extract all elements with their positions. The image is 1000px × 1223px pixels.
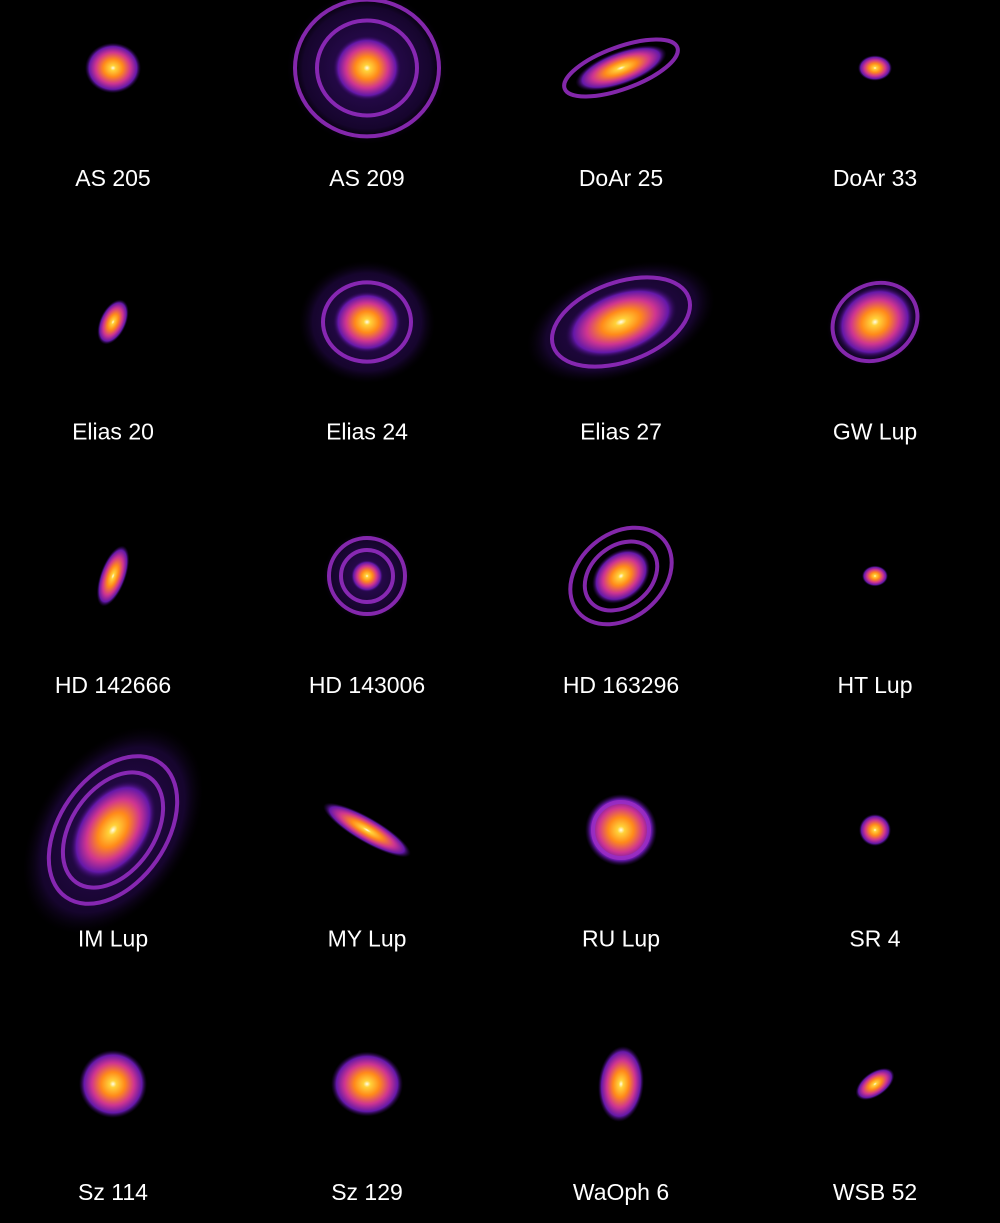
disk-core bbox=[836, 286, 914, 358]
disk-label: Elias 20 bbox=[72, 419, 154, 445]
disk-label: MY Lup bbox=[328, 926, 407, 952]
disk-label: WaOph 6 bbox=[573, 1179, 669, 1205]
disk-image bbox=[568, 525, 674, 627]
disk-ring bbox=[327, 536, 407, 616]
disk-core bbox=[97, 299, 129, 345]
disk-image bbox=[287, 0, 447, 144]
disk-image bbox=[323, 532, 411, 620]
disk-core bbox=[79, 1050, 147, 1118]
disk-label: HD 142666 bbox=[55, 672, 171, 698]
disk-ring bbox=[591, 800, 651, 860]
disk-core bbox=[859, 814, 891, 846]
disk-core bbox=[565, 286, 677, 358]
disk-image bbox=[598, 1046, 644, 1122]
disk-image bbox=[97, 299, 129, 345]
disk-label: GW Lup bbox=[833, 419, 917, 445]
disk-label: Sz 129 bbox=[331, 1179, 403, 1205]
disk-label: AS 209 bbox=[329, 165, 404, 191]
disk-label: WSB 52 bbox=[833, 1179, 917, 1205]
disk-image bbox=[826, 277, 924, 367]
disk-core bbox=[862, 565, 888, 587]
disk-ring bbox=[562, 37, 680, 99]
disk-core bbox=[333, 35, 401, 101]
disk-core bbox=[351, 560, 383, 592]
disk-label: DoAr 33 bbox=[833, 165, 917, 191]
disk-core bbox=[575, 45, 667, 91]
disk-core bbox=[585, 794, 657, 866]
disk-image bbox=[299, 260, 435, 384]
disk-label: HD 143006 bbox=[309, 672, 425, 698]
disk-ring bbox=[339, 548, 395, 604]
disk-image bbox=[85, 42, 141, 94]
disk-ring bbox=[315, 18, 419, 118]
disk-label: DoAr 25 bbox=[579, 165, 663, 191]
disk-core bbox=[85, 42, 141, 94]
disk-label: SR 4 bbox=[849, 926, 900, 952]
disk-image bbox=[562, 37, 680, 99]
disk-core bbox=[323, 802, 411, 858]
disk-image bbox=[79, 1050, 147, 1118]
disk-ring bbox=[568, 525, 674, 627]
disk-image bbox=[331, 1051, 403, 1117]
disk-image bbox=[96, 545, 130, 607]
disk-core bbox=[598, 1046, 644, 1122]
disk-core bbox=[858, 55, 892, 81]
disk-image bbox=[862, 565, 888, 587]
disk-core bbox=[96, 545, 130, 607]
disk-ring bbox=[549, 275, 693, 369]
disk-core bbox=[592, 548, 650, 604]
disk-label: Sz 114 bbox=[78, 1179, 148, 1205]
disk-ring bbox=[582, 539, 660, 613]
disk-label: Elias 27 bbox=[580, 419, 662, 445]
disk-image bbox=[855, 1067, 895, 1101]
disk-core bbox=[69, 780, 157, 880]
disk-label: Elias 24 bbox=[326, 419, 408, 445]
disk-ring bbox=[830, 280, 920, 364]
disk-ring bbox=[60, 770, 166, 890]
disk-image bbox=[527, 261, 715, 383]
disk-label: AS 205 bbox=[75, 165, 150, 191]
disk-ring bbox=[293, 0, 441, 139]
disk-label: HT Lup bbox=[837, 672, 912, 698]
disk-label: HD 163296 bbox=[563, 672, 679, 698]
disk-core bbox=[855, 1067, 895, 1101]
disk-image bbox=[858, 55, 892, 81]
disk-image bbox=[859, 814, 891, 846]
disk-image bbox=[22, 726, 204, 934]
disk-label: IM Lup bbox=[78, 926, 148, 952]
disk-image bbox=[585, 794, 657, 866]
disk-image bbox=[323, 802, 411, 858]
disk-ring bbox=[321, 280, 413, 364]
disk-label: RU Lup bbox=[582, 926, 660, 952]
disk-core bbox=[331, 1051, 403, 1117]
disk-core bbox=[333, 291, 401, 353]
disk-ring bbox=[46, 754, 180, 906]
